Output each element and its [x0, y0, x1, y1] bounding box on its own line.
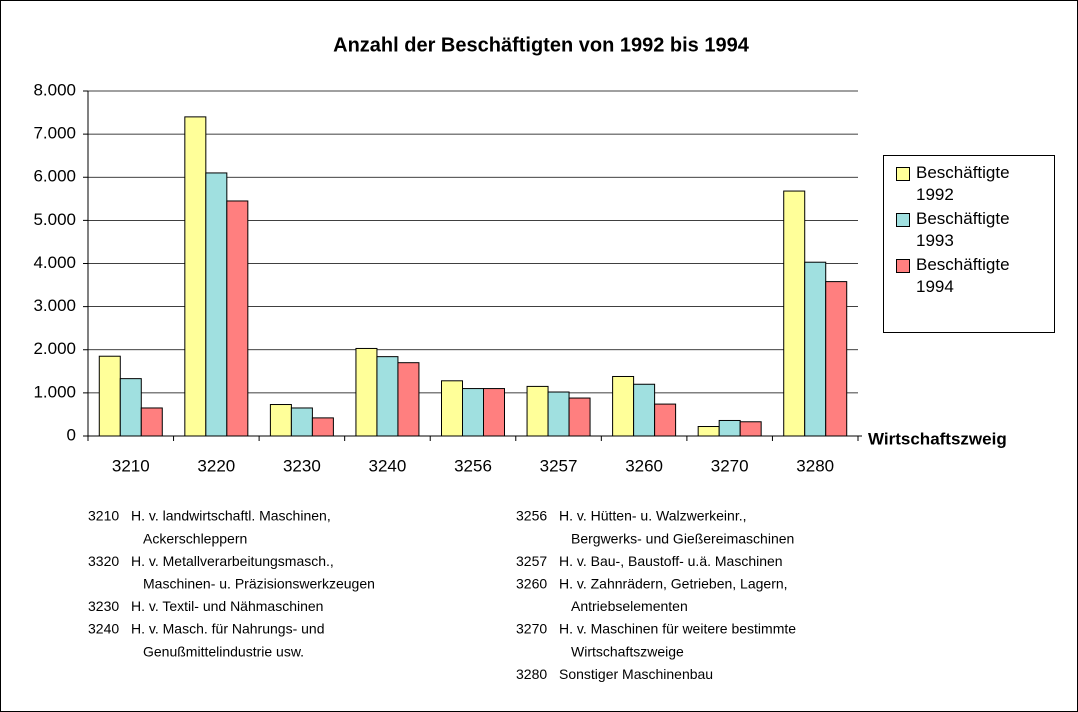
- y-tick-label: 7.000: [33, 124, 76, 143]
- note-code: 3270: [516, 621, 547, 637]
- bar: [205, 172, 228, 437]
- note-code: 3240: [88, 621, 119, 637]
- note-code: 3280: [516, 666, 547, 682]
- note-text: H. v. Bau-, Baustoff- u.ä. Maschinen: [559, 553, 783, 569]
- note-code: 3210: [88, 508, 119, 524]
- y-tick-label: 5.000: [33, 210, 76, 229]
- bar: [376, 356, 399, 437]
- x-tick-label: 3256: [454, 456, 492, 475]
- note-text: Sonstiger Maschinenbau: [559, 666, 713, 682]
- legend-item: Beschäftigte 1992: [896, 162, 1050, 206]
- y-tick-label: 3.000: [33, 296, 76, 315]
- bar: [654, 403, 677, 437]
- note-text: Wirtschaftszweige: [571, 643, 684, 659]
- x-tick-label: 3270: [711, 456, 749, 475]
- bar: [397, 362, 420, 437]
- note-text: H. v. Textil- und Nähmaschinen: [131, 598, 323, 614]
- y-tick-label: 1.000: [33, 382, 76, 401]
- note-text: Maschinen- u. Präzisionswerkzeugen: [143, 576, 375, 592]
- chart-title: Anzahl der Beschäftigten von 1992 bis 19…: [333, 34, 750, 56]
- x-tick-label: 3210: [112, 456, 150, 475]
- bar: [783, 190, 806, 437]
- bar: [226, 200, 249, 437]
- note-text: H. v. landwirtschaftl. Maschinen,: [131, 508, 331, 524]
- x-tick-label: 3230: [283, 456, 321, 475]
- note-text: H. v. Hütten- u. Walzwerkeinr.,: [559, 508, 747, 524]
- note-code: 3256: [516, 508, 547, 524]
- note-text: H. v. Zahnrädern, Getrieben, Lagern,: [559, 576, 788, 592]
- y-tick-label: 0: [67, 425, 76, 444]
- y-tick-label: 4.000: [33, 253, 76, 272]
- note-text: Bergwerks- und Gießereimaschinen: [571, 530, 794, 546]
- bar: [612, 375, 635, 437]
- x-tick-label: 3220: [197, 456, 235, 475]
- bar: [483, 388, 505, 437]
- legend-item: Beschäftigte 1993: [896, 208, 1050, 252]
- y-tick-label: 6.000: [33, 167, 76, 186]
- bar: [697, 426, 720, 437]
- note-code: 3257: [516, 553, 547, 569]
- bar: [441, 380, 463, 437]
- note-text: H. v. Maschinen für weitere bestimmte: [559, 621, 796, 637]
- note-text: H. v. Metallverarbeitungsmasch.,: [131, 553, 334, 569]
- bar: [825, 281, 848, 437]
- legend-label: Beschäftigte 1992: [916, 163, 1010, 204]
- bar: [269, 404, 292, 437]
- note-text: H. v. Masch. für Nahrungs- und: [131, 621, 324, 637]
- legend-label: Beschäftigte 1993: [916, 209, 1010, 250]
- legend-swatch: [896, 167, 910, 181]
- y-tick-label: 8.000: [33, 80, 76, 99]
- note-code: 3320: [88, 553, 119, 569]
- bar: [526, 385, 549, 437]
- note-code: 3260: [516, 576, 547, 592]
- note-text: Genußmittelindustrie usw.: [143, 643, 304, 659]
- legend-swatch: [896, 213, 910, 227]
- bar: [290, 407, 313, 437]
- bar: [633, 383, 656, 437]
- legend-label: Beschäftigte 1994: [916, 255, 1010, 296]
- legend: Beschäftigte 1992 Beschäftigte 1993 Beschä…: [883, 155, 1055, 333]
- x-tick-label: 3257: [540, 456, 578, 475]
- bar: [140, 407, 163, 437]
- bar: [355, 347, 378, 437]
- bar: [547, 391, 570, 437]
- bar: [119, 378, 142, 437]
- legend-swatch: [896, 259, 910, 273]
- bar: [311, 417, 334, 437]
- bar: [568, 397, 591, 437]
- note-text: Ackerschleppern: [143, 530, 247, 546]
- note-code: 3230: [88, 598, 119, 614]
- x-tick-label: 3280: [796, 456, 834, 475]
- x-tick-label: 3240: [369, 456, 407, 475]
- x-tick-label: 3260: [625, 456, 663, 475]
- legend-item: Beschäftigte 1994: [896, 254, 1050, 298]
- bar: [804, 261, 827, 437]
- bar: [739, 421, 762, 437]
- bar: [718, 419, 741, 437]
- bar: [98, 355, 121, 437]
- bar: [184, 116, 207, 437]
- y-tick-label: 2.000: [33, 339, 76, 358]
- note-text: Antriebselementen: [571, 598, 688, 614]
- bar: [462, 388, 484, 437]
- x-axis-title: Wirtschaftszweig: [868, 429, 1007, 448]
